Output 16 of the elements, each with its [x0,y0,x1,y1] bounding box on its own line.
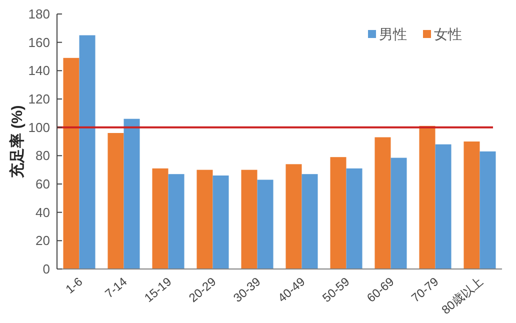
y-tick-label: 0 [42,262,50,276]
y-tick-label: 120 [28,92,50,106]
y-axis-title: 充足率 (%) [8,105,26,179]
x-tick-label: 80歳以上 [438,274,486,318]
legend-label: 男性 [379,26,407,42]
x-tick-label: 7-14 [102,274,130,301]
legend-label: 女性 [434,26,462,42]
y-tick-label: 160 [28,34,50,50]
y-tick-label: 180 [28,6,50,22]
x-tick-label: 1-6 [62,274,86,296]
y-tick-label: 100 [28,120,50,135]
y-tick-label: 60 [36,176,50,192]
y-tick-label: 80 [36,148,50,164]
y-tick-label: 140 [28,63,50,78]
y-tick-label: 20 [36,233,50,248]
y-tick-label: 40 [36,204,50,220]
